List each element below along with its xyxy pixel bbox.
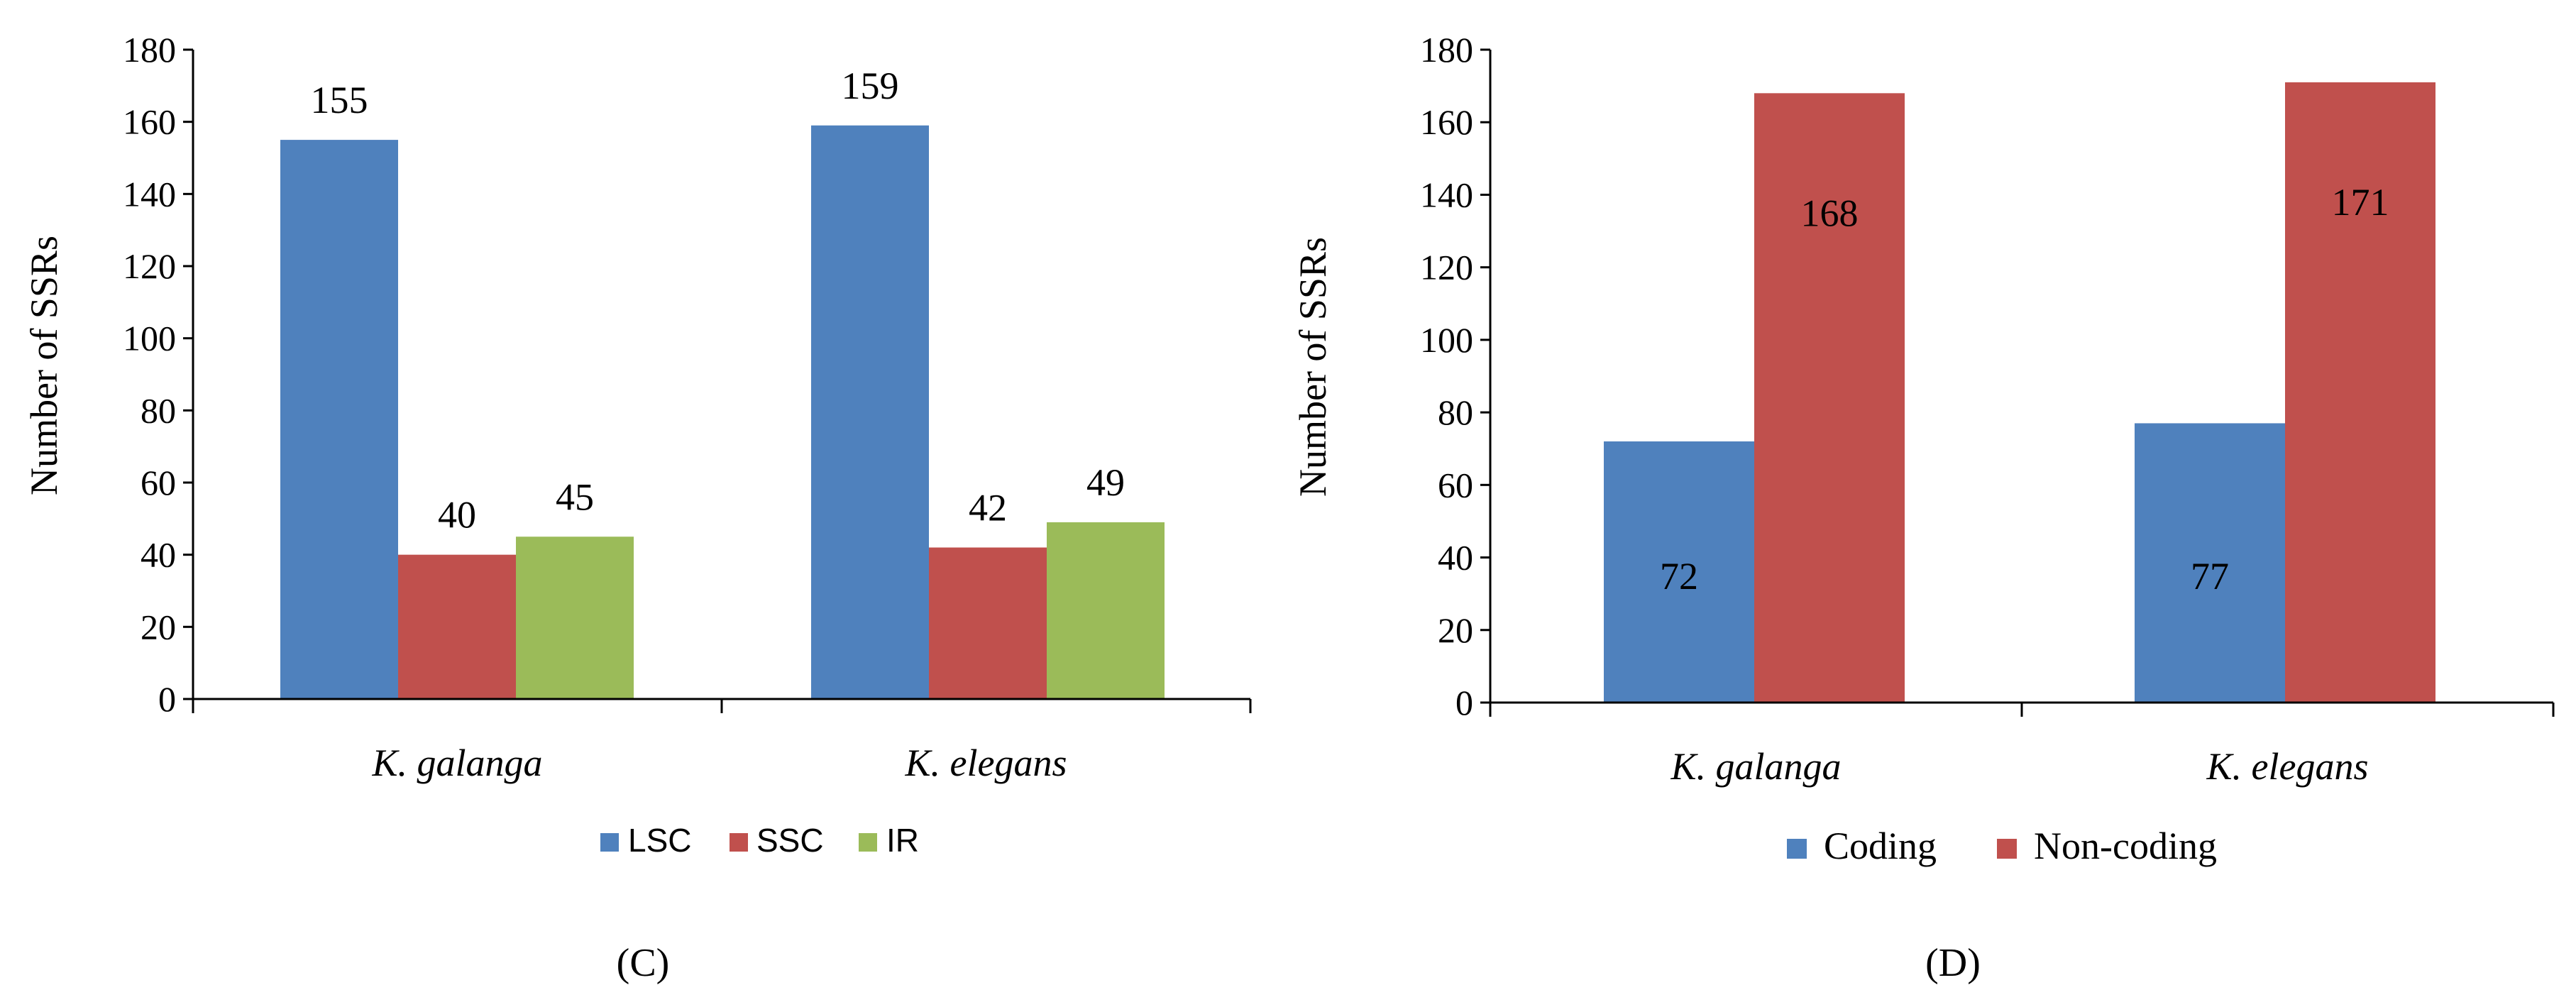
y-tick-label: 60 xyxy=(141,463,176,502)
legend-label: Non-coding xyxy=(2034,825,2217,867)
chart-panel-d: Number of SSRs 020406080100120140160180 … xyxy=(1292,30,2555,985)
y-tick-label: 40 xyxy=(141,535,176,575)
bar-lsc-k-galanga xyxy=(280,140,398,700)
legend-item-lsc: LSC xyxy=(600,822,691,859)
data-label-non-coding-k-galanga: 168 xyxy=(1801,192,1859,234)
y-axis-ticks: 0 20 40 60 80 100 120 140 160 180 xyxy=(123,30,194,719)
y-tick-label: 140 xyxy=(1420,175,1473,214)
y-axis-ticks: 0 20 40 60 80 100 120 140 160 180 xyxy=(1420,30,1492,722)
data-label-ir-k-elegans: 49 xyxy=(1086,461,1125,504)
y-tick-label: 40 xyxy=(1438,538,1473,578)
y-tick-label: 80 xyxy=(141,390,176,430)
y-tick-label: 120 xyxy=(1420,248,1473,287)
y-tick-label: 100 xyxy=(123,319,176,358)
legend-swatch xyxy=(1997,839,2017,859)
panel-label: (C) xyxy=(617,941,670,985)
legend-swatch xyxy=(730,833,748,852)
y-tick-label: 180 xyxy=(1420,30,1473,70)
y-tick-label: 120 xyxy=(123,246,176,286)
legend-label: SSC xyxy=(756,822,824,859)
y-axis-label: Number of SSRs xyxy=(23,236,65,495)
legend-label: LSC xyxy=(628,822,691,859)
data-label-lsc-k-galanga: 155 xyxy=(311,79,368,121)
x-tick-label-k-elegans: K. elegans xyxy=(905,742,1067,784)
legend-item-non-coding: Non-coding xyxy=(1997,825,2217,867)
y-tick-label: 60 xyxy=(1438,465,1473,505)
chart-panel-c: Number of SSRs 020406080100120140160180 … xyxy=(23,30,1252,985)
bar-non-coding-k-galanga xyxy=(1754,93,1905,703)
y-tick-label: 140 xyxy=(123,174,176,214)
x-tick-label-k-elegans: K. elegans xyxy=(2206,745,2369,788)
y-tick-label: 0 xyxy=(158,679,176,719)
legend: LSC SSC IR xyxy=(600,822,919,859)
data-label-lsc-k-elegans: 159 xyxy=(842,65,899,107)
x-tick-label-k-galanga: K. galanga xyxy=(1670,745,1841,788)
legend-item-ssc: SSC xyxy=(730,822,824,859)
legend-swatch xyxy=(1787,839,1807,859)
data-label-coding-k-elegans: 77 xyxy=(2191,555,2229,598)
y-tick-label: 0 xyxy=(1455,683,1473,722)
legend-label: Coding xyxy=(1824,825,1937,867)
x-axis: K. galanga K. elegans xyxy=(192,698,1252,784)
data-label-ssc-k-galanga: 40 xyxy=(438,494,476,536)
legend: Coding Non-coding xyxy=(1787,825,2217,867)
y-tick-label: 160 xyxy=(123,102,176,142)
y-tick-label: 180 xyxy=(123,30,176,70)
bar-coding-k-galanga xyxy=(1604,441,1754,703)
legend-swatch xyxy=(600,833,619,852)
legend-item-ir: IR xyxy=(859,822,919,859)
y-tick-label: 20 xyxy=(1438,610,1473,650)
data-label-coding-k-galanga: 72 xyxy=(1660,555,1698,598)
bar-lsc-k-elegans xyxy=(811,125,929,699)
y-tick-label: 100 xyxy=(1420,320,1473,360)
bar-ir-k-elegans xyxy=(1047,522,1165,699)
bars: 72 77 168 171 xyxy=(1604,82,2435,703)
bar-ssc-k-elegans xyxy=(929,547,1047,699)
data-label-ir-k-galanga: 45 xyxy=(556,475,594,518)
x-axis: K. galanga K. elegans xyxy=(1489,701,2555,788)
bar-coding-k-elegans xyxy=(2135,423,2285,703)
legend-swatch xyxy=(859,833,877,852)
bar-ir-k-galanga xyxy=(516,536,634,699)
y-tick-label: 160 xyxy=(1420,102,1473,142)
bar-ssc-k-galanga xyxy=(398,554,516,699)
bars: 155 159 40 42 45 49 xyxy=(280,65,1165,700)
legend-item-coding: Coding xyxy=(1787,825,1937,867)
x-tick-label-k-galanga: K. galanga xyxy=(371,742,542,784)
bar-non-coding-k-elegans xyxy=(2285,82,2435,703)
y-tick-label: 80 xyxy=(1438,392,1473,432)
data-label-ssc-k-elegans: 42 xyxy=(969,487,1007,529)
y-axis-label: Number of SSRs xyxy=(1292,237,1334,497)
data-label-non-coding-k-elegans: 171 xyxy=(2332,181,2389,224)
y-tick-label: 20 xyxy=(141,607,176,646)
legend-label: IR xyxy=(886,822,919,859)
panel-label: (D) xyxy=(1925,941,1981,985)
